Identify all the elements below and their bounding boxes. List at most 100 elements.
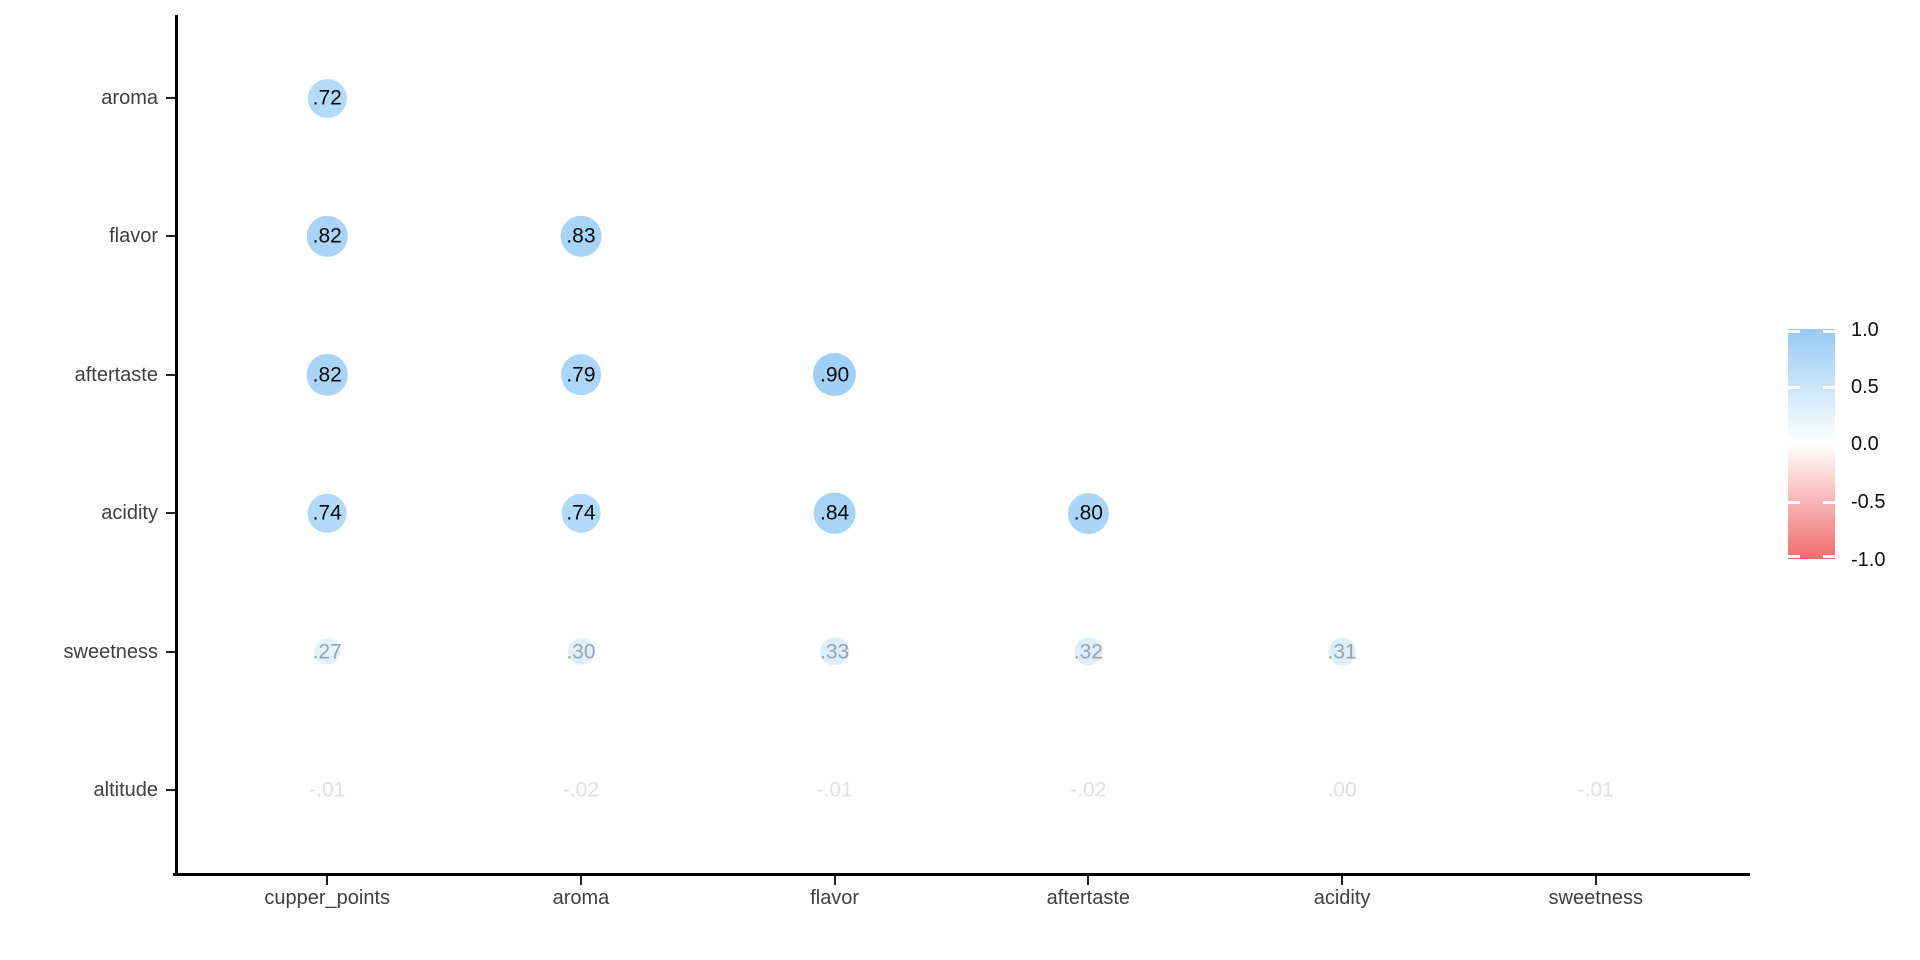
correlation-value: .74 <box>312 501 342 525</box>
correlation-circle <box>307 493 347 533</box>
colorbar-tick-mark <box>1788 555 1800 558</box>
colorbar-tick-mark <box>1788 385 1800 389</box>
x-axis-tick <box>1087 876 1090 885</box>
correlation-value: .84 <box>820 501 850 525</box>
y-axis-label: acidity <box>101 502 158 525</box>
correlation-cell: .79 <box>560 354 602 396</box>
x-axis-label: sweetness <box>1548 887 1644 909</box>
x-axis-tick <box>1341 876 1344 885</box>
correlation-cell: .74 <box>307 493 347 533</box>
y-axis-label: altitude <box>93 778 159 801</box>
correlation-cell: .27 <box>312 638 342 665</box>
correlation-cell: .30 <box>566 637 596 666</box>
y-axis-label: aroma <box>101 87 158 110</box>
colorbar-tick-mark <box>1823 330 1835 333</box>
x-axis-label: cupper_points <box>264 887 391 909</box>
correlation-value: .82 <box>312 224 342 248</box>
correlation-circle <box>567 637 595 666</box>
correlation-value: .27 <box>312 640 342 664</box>
correlation-circle <box>1074 637 1103 666</box>
correlation-cell: .82 <box>306 215 348 258</box>
colorbar-tick-mark <box>1823 443 1835 446</box>
y-axis-label: aftertaste <box>74 363 158 386</box>
correlation-circle <box>306 215 348 258</box>
x-axis-line <box>173 873 1750 876</box>
correlation-circle <box>560 215 602 258</box>
y-axis-label: flavor <box>109 225 158 248</box>
correlation-value: -.02 <box>562 778 600 802</box>
colorbar-tick-mark <box>1788 500 1800 504</box>
colorbar-tick-label: -1.0 <box>1851 549 1886 571</box>
correlation-circle <box>314 638 341 665</box>
colorbar-legend: 1.0 0.5 0.0 -0.5 -1.0 <box>1780 320 1920 570</box>
correlation-value: .90 <box>820 363 850 387</box>
correlation-value: .80 <box>1073 501 1103 525</box>
correlation-cell: .32 <box>1073 637 1103 666</box>
x-axis-label: flavor <box>810 887 860 909</box>
correlation-circle <box>307 78 347 118</box>
correlation-cell: .72 <box>307 78 347 118</box>
correlation-circle <box>1067 492 1109 534</box>
correlation-value: .30 <box>566 640 596 664</box>
correlation-cell: .90 <box>813 353 857 397</box>
x-axis-label: acidity <box>1313 887 1371 909</box>
x-axis-tick <box>326 876 329 885</box>
y-axis-label: sweetness <box>63 640 159 663</box>
correlation-circle <box>306 354 348 396</box>
y-axis-tick <box>166 373 175 376</box>
correlation-value: .33 <box>820 640 850 664</box>
correlation-cell: .84 <box>813 492 856 535</box>
correlation-value: .31 <box>1327 640 1357 664</box>
colorbar-tick-label: -0.5 <box>1851 490 1886 513</box>
correlation-cell: -.01 <box>817 779 853 800</box>
correlation-value: .32 <box>1073 640 1103 664</box>
x-axis-tick <box>1594 876 1597 885</box>
colorbar-tick-mark <box>1788 330 1800 333</box>
x-axis-label: aftertaste <box>1046 887 1131 909</box>
y-axis-tick <box>166 788 175 791</box>
correlation-cell: .83 <box>560 215 602 258</box>
correlation-circle <box>561 493 601 533</box>
correlation-value: -.02 <box>1070 778 1107 802</box>
correlation-cell: -.01 <box>1578 779 1614 800</box>
colorbar-tick-label: 0.0 <box>1851 433 1879 455</box>
x-axis-tick <box>579 876 582 885</box>
colorbar-tick-label: 0.5 <box>1851 375 1879 398</box>
x-axis-label: aroma <box>552 887 610 909</box>
correlation-value: .00 <box>1327 778 1357 802</box>
colorbar-tick-mark <box>1823 555 1835 558</box>
colorbar-tick-mark <box>1823 500 1835 504</box>
correlation-cell: .82 <box>306 354 348 396</box>
colorbar-tick-mark <box>1788 443 1800 446</box>
correlation-value: .83 <box>566 224 596 248</box>
y-axis-line <box>175 15 178 876</box>
correlation-cell: .80 <box>1067 492 1109 534</box>
correlation-circle <box>813 492 856 535</box>
correlation-value: -.01 <box>1577 778 1614 802</box>
correlation-cell: -.01 <box>309 779 345 800</box>
correlation-value: .82 <box>312 363 342 387</box>
y-axis-tick <box>166 512 175 515</box>
correlation-cell: .74 <box>561 493 601 533</box>
correlation-cell: .31 <box>1327 637 1357 666</box>
correlation-cell: -.02 <box>563 779 599 800</box>
correlation-value: .74 <box>566 501 596 525</box>
x-axis-tick <box>833 876 836 885</box>
colorbar-tick-mark <box>1823 385 1835 389</box>
correlation-value: -.01 <box>816 778 853 802</box>
y-axis-tick <box>166 650 175 653</box>
correlation-cell: .33 <box>820 637 850 666</box>
y-axis-tick <box>166 235 175 238</box>
correlation-circle <box>820 637 849 666</box>
correlation-value: .79 <box>566 363 596 387</box>
correlation-value: -.01 <box>309 778 346 802</box>
correlation-circle <box>1328 637 1356 666</box>
colorbar-tick-label: 1.0 <box>1851 319 1879 341</box>
correlation-circle <box>560 354 602 396</box>
y-axis-tick <box>166 97 175 100</box>
correlation-value: .72 <box>312 86 342 110</box>
correlation-circle <box>813 353 857 397</box>
correlation-cell: -.02 <box>1070 779 1106 800</box>
correlation-cell: .00 <box>1327 779 1356 800</box>
